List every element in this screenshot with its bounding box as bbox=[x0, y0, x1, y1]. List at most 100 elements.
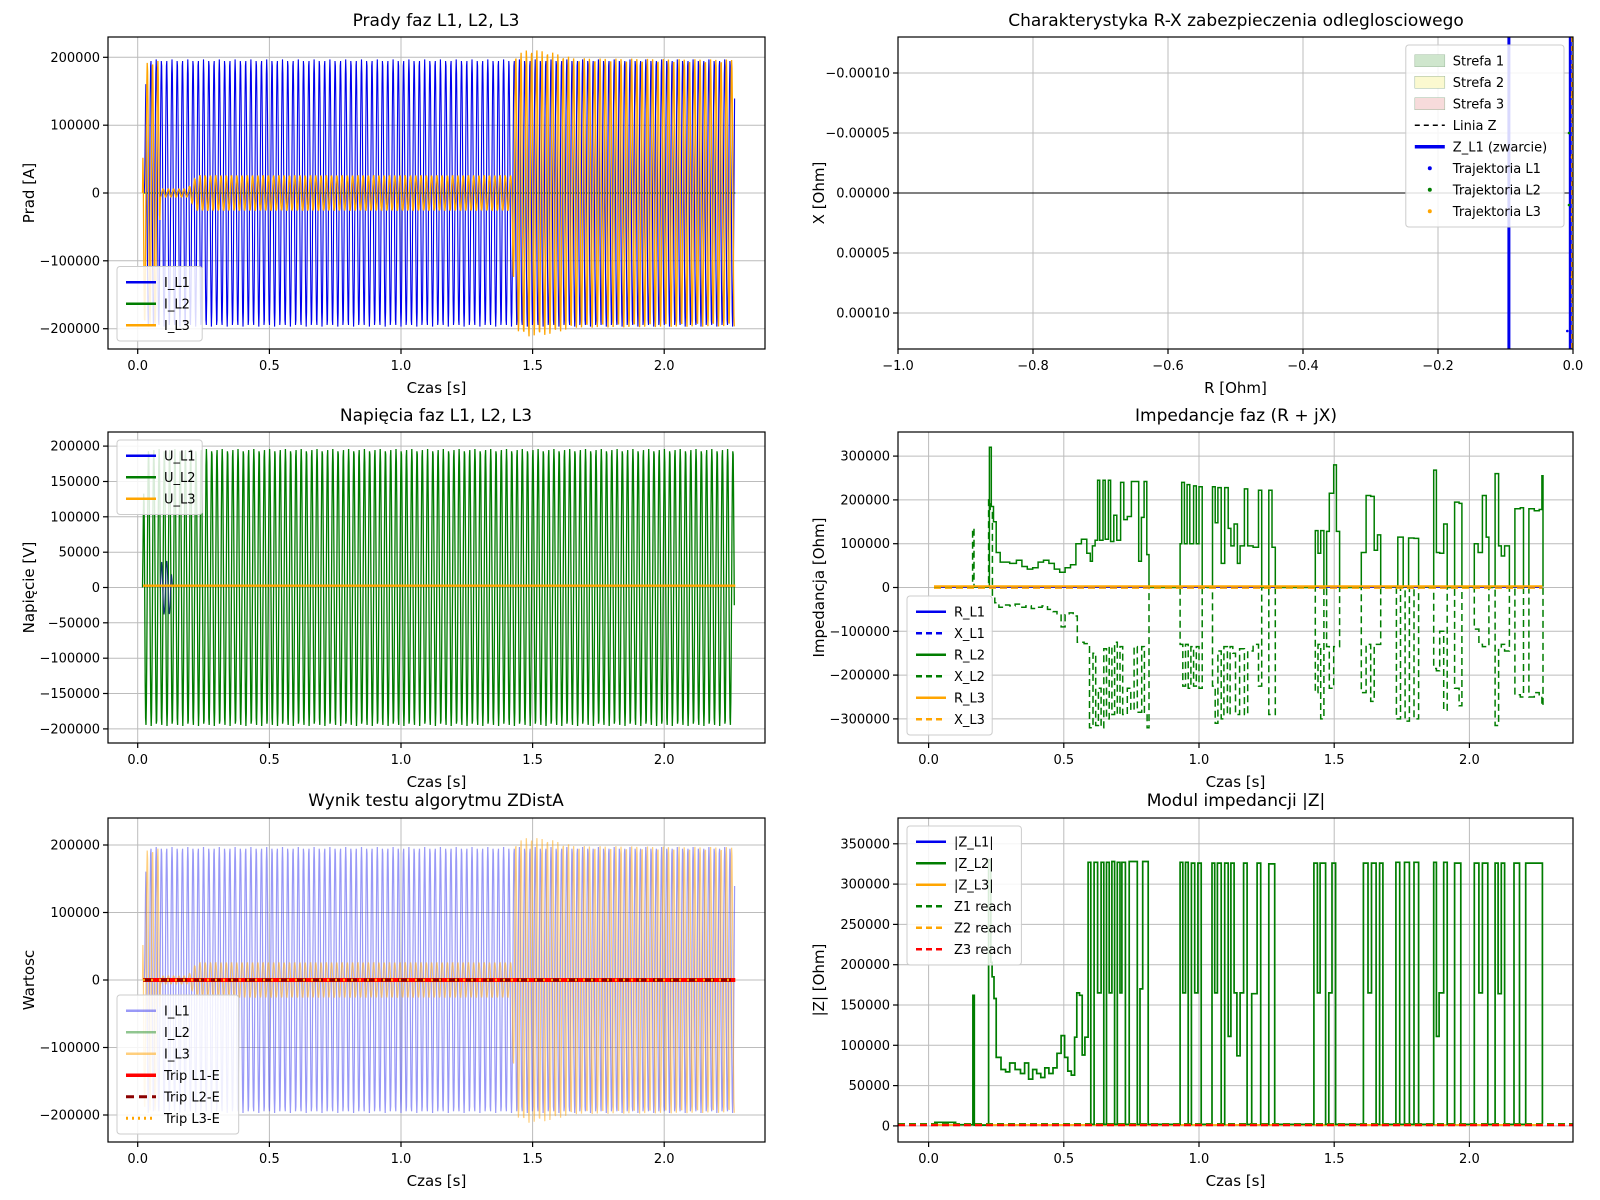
panel-impedance-svg: 0.0 0.5 1.0 1.5 2.0 300000 200000 100000 0 −10000… bbox=[810, 431, 1574, 791]
y-tick-label: −200000 bbox=[39, 1109, 100, 1124]
y-tick-label: 100000 bbox=[840, 1039, 890, 1054]
legend-label: Strefa 1 bbox=[1453, 54, 1504, 69]
legend-label: Trajektoria L1 bbox=[1452, 162, 1541, 177]
y-tick-label: −0.00005 bbox=[825, 127, 890, 142]
y-tick-label: 0.00005 bbox=[836, 247, 890, 262]
x-tick-label: 2.0 bbox=[654, 359, 675, 374]
legend-label: Trip L1-E bbox=[163, 1069, 220, 1084]
y-tick-label: −200000 bbox=[39, 722, 100, 737]
y-tick-label: 100000 bbox=[50, 119, 100, 134]
y-tick-label: 0 bbox=[92, 187, 100, 202]
y-axis-label: Prad [A] bbox=[20, 163, 38, 223]
y-tick-label: −200000 bbox=[39, 322, 100, 337]
x-tick-label: 1.5 bbox=[522, 1152, 543, 1167]
point bbox=[1569, 179, 1572, 183]
x-tick-label: −0.6 bbox=[1152, 359, 1184, 374]
y-tick-label: 0.00010 bbox=[836, 307, 890, 322]
y-tick-label: −150000 bbox=[39, 687, 100, 702]
title-rx: Charakterystyka R-X zabezpieczenia odleg… bbox=[1008, 11, 1464, 31]
x-axis-label: Czas [s] bbox=[407, 1172, 467, 1190]
legend-label: Trip L3-E bbox=[163, 1112, 220, 1127]
x-tick-label: 1.5 bbox=[522, 359, 543, 374]
y-axis-label: |Z| [Ohm] bbox=[810, 944, 828, 1017]
y-tick-label: 150000 bbox=[50, 475, 100, 490]
legend-label: Strefa 3 bbox=[1453, 97, 1504, 112]
legend-label: Z_L1 (zwarcie) bbox=[1453, 140, 1547, 155]
point bbox=[1569, 299, 1572, 303]
point bbox=[1569, 65, 1572, 69]
x-tick-label: 1.0 bbox=[1189, 753, 1210, 768]
legend-label: Z2 reach bbox=[954, 921, 1012, 936]
legend-label: X_L2 bbox=[954, 670, 985, 685]
x-axis-label: R [Ohm] bbox=[1204, 379, 1267, 397]
legend-label: Linia Z bbox=[1453, 119, 1497, 134]
x-tick-label: 0.0 bbox=[918, 1152, 939, 1167]
y-tick-label: 50000 bbox=[849, 1079, 890, 1094]
y-tick-label: 200000 bbox=[840, 493, 890, 508]
panel-voltages-svg: 0.0 0.5 1.0 1.5 2.0 200000 150000 100000 50000 0 −… bbox=[20, 431, 766, 791]
legend-label: R_L1 bbox=[954, 605, 985, 620]
point bbox=[1569, 239, 1572, 243]
point bbox=[1569, 119, 1572, 123]
title-voltages: Napięcia faz L1, L2, L3 bbox=[339, 406, 533, 426]
y-tick-label: 200000 bbox=[50, 839, 100, 854]
y-tick-label: 0 bbox=[882, 581, 890, 596]
legend-label: I_L1 bbox=[164, 276, 190, 291]
x-tick-label: −0.2 bbox=[1422, 359, 1454, 374]
panel-currents-svg: 0.0 0.5 1.0 1.5 2.0 200000 100000 0 −100000 −2000… bbox=[20, 36, 766, 397]
legend-box bbox=[906, 595, 993, 736]
legend-label: Z1 reach bbox=[954, 900, 1012, 915]
title-zdista: Wynik testu algorytmu ZDistA bbox=[308, 791, 564, 811]
x-axis-label: Czas [s] bbox=[407, 379, 467, 397]
y-tick-label: −100000 bbox=[39, 652, 100, 667]
x-tick-label: 0.5 bbox=[259, 1152, 280, 1167]
series-trajektoria-L2 bbox=[1567, 131, 1571, 207]
series-Z_L2-abs bbox=[934, 859, 1544, 1126]
y-tick-label: 0 bbox=[882, 1119, 890, 1134]
panel-zmod-svg: 0.0 0.5 1.0 1.5 2.0 0 50000 100000 150000 200000 2… bbox=[810, 817, 1574, 1190]
x-tick-label: 2.0 bbox=[654, 1152, 675, 1167]
series-X_L2 bbox=[934, 499, 1544, 729]
x-tick-label: 0.5 bbox=[259, 753, 280, 768]
legend-marker bbox=[1427, 209, 1432, 214]
legend-box bbox=[906, 825, 1022, 966]
y-tick-label: 0.00000 bbox=[836, 187, 890, 202]
y-tick-label: −50000 bbox=[48, 616, 100, 631]
series-trajektoria-L1 bbox=[1566, 65, 1572, 333]
series-I_L3-pale bbox=[141, 838, 735, 1123]
x-tick-label: 2.0 bbox=[1459, 753, 1480, 768]
x-tick-label: 0.5 bbox=[259, 359, 280, 374]
legend-label: I_L2 bbox=[164, 1026, 190, 1041]
x-tick-label: 0.0 bbox=[127, 359, 148, 374]
x-tick-label: 0.0 bbox=[1563, 359, 1584, 374]
y-tick-label: 200000 bbox=[50, 51, 100, 66]
y-tick-label: 350000 bbox=[840, 837, 890, 852]
legend-label: Trajektoria L2 bbox=[1452, 183, 1541, 198]
x-tick-label: 0.5 bbox=[1053, 1152, 1074, 1167]
legend-label: X_L1 bbox=[954, 627, 985, 642]
legend-patch bbox=[1414, 54, 1446, 67]
legend-label: U_L2 bbox=[164, 471, 196, 486]
x-tick-label: 0.5 bbox=[1053, 753, 1074, 768]
title-impedance: Impedancje faz (R + jX) bbox=[1135, 406, 1337, 426]
x-tick-label: 1.0 bbox=[391, 753, 412, 768]
y-tick-label: 100000 bbox=[50, 906, 100, 921]
point bbox=[1566, 329, 1569, 333]
y-tick-label: −100000 bbox=[829, 625, 890, 640]
legend-marker bbox=[1427, 187, 1432, 192]
y-tick-label: 200000 bbox=[50, 440, 100, 455]
axes-spines bbox=[897, 817, 1574, 1143]
x-tick-label: 1.5 bbox=[1324, 753, 1345, 768]
x-tick-label: 0.0 bbox=[127, 753, 148, 768]
x-tick-label: 1.0 bbox=[391, 359, 412, 374]
legend-label: I_L1 bbox=[164, 1004, 190, 1019]
legend-label: R_L3 bbox=[954, 691, 985, 706]
x-tick-label: 2.0 bbox=[654, 753, 675, 768]
y-axis-label: Napięcie [V] bbox=[20, 542, 38, 634]
series-U_L1 bbox=[159, 560, 173, 615]
legend-label: Strefa 2 bbox=[1453, 76, 1504, 91]
legend-label: |Z_L1| bbox=[954, 835, 994, 850]
y-tick-label: −300000 bbox=[829, 712, 890, 727]
legend-label: Trajektoria L3 bbox=[1452, 205, 1541, 220]
